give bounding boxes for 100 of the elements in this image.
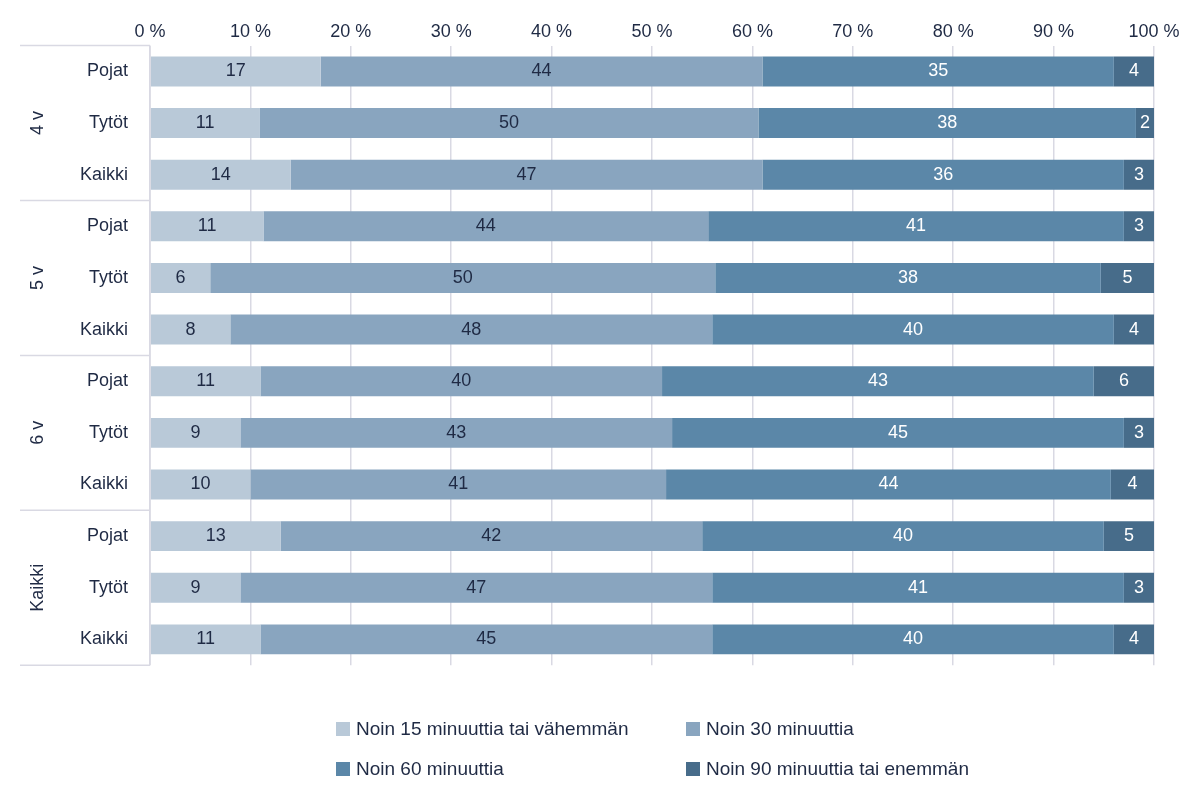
bar (280, 521, 703, 552)
bar (150, 366, 261, 397)
bar (150, 108, 260, 139)
data-label: 6 (1118, 370, 1129, 391)
data-label: 3 (1133, 576, 1144, 597)
data-label: 43 (867, 370, 888, 391)
legend-label: Noin 30 minuuttia (706, 718, 854, 740)
bar (1123, 572, 1154, 603)
data-label: 47 (516, 163, 537, 184)
bar (702, 521, 1104, 552)
bar (758, 108, 1136, 139)
x-tick-label: 60 % (731, 20, 773, 41)
data-label: 42 (481, 525, 502, 546)
data-label: 44 (475, 215, 496, 236)
data-label: 9 (190, 421, 201, 442)
data-label: 38 (898, 266, 919, 287)
y-tick-label: Tytöt (89, 576, 129, 597)
legend-label: Noin 60 minuuttia (356, 758, 504, 780)
data-label: 5 (1122, 266, 1133, 287)
y-tick-label: Kaikki (80, 318, 129, 339)
bar (1113, 56, 1154, 87)
x-tick-label: 70 % (832, 20, 874, 41)
text: 4 v (26, 111, 47, 136)
x-tick-label: 10 % (229, 20, 271, 41)
data-label: 50 (452, 266, 473, 287)
data-label: 48 (461, 318, 482, 339)
bar (1110, 469, 1154, 500)
bar (150, 572, 241, 603)
data-label: 45 (476, 628, 497, 649)
bar (1100, 262, 1154, 293)
bar (712, 572, 1124, 603)
bar (250, 469, 667, 500)
data-label: 44 (531, 60, 552, 81)
bar (666, 469, 1111, 500)
data-label: 4 (1127, 473, 1138, 494)
data-label: 17 (225, 60, 246, 81)
x-tick-label: 30 % (430, 20, 472, 41)
data-label: 8 (185, 318, 196, 339)
data-label: 4 (1128, 318, 1139, 339)
bar (150, 211, 264, 242)
bar (712, 624, 1114, 655)
bar (320, 56, 763, 87)
bar (150, 624, 261, 655)
bar (1113, 314, 1154, 345)
bar (708, 211, 1124, 242)
data-label: 4 (1128, 60, 1139, 81)
data-label: 5 (1123, 525, 1134, 546)
x-tick-label: 100 % (1128, 20, 1180, 41)
data-label: 14 (210, 163, 231, 184)
data-label: 40 (903, 628, 924, 649)
data-label: 10 (190, 473, 211, 494)
bar (1123, 211, 1154, 242)
data-label: 41 (908, 576, 929, 597)
data-label: 41 (906, 215, 927, 236)
bar (1123, 417, 1154, 448)
bar (762, 56, 1114, 87)
bar (1093, 366, 1154, 397)
bar (263, 211, 709, 242)
data-label: 2 (1139, 112, 1150, 133)
x-tick-label: 50 % (631, 20, 673, 41)
data-label: 4 (1128, 628, 1139, 649)
bar (712, 314, 1114, 345)
y-tick-label: Pojat (86, 215, 129, 236)
y-tick-label: Pojat (86, 60, 129, 81)
y-tick-label: Tytöt (89, 112, 129, 133)
data-label: 11 (195, 112, 215, 133)
bar (260, 624, 713, 655)
data-label: 43 (446, 421, 467, 442)
data-label: 3 (1133, 215, 1144, 236)
x-tick-label: 80 % (932, 20, 974, 41)
bar (1123, 159, 1154, 190)
bar (150, 159, 291, 190)
data-label: 40 (903, 318, 924, 339)
y-tick-label: Tytöt (89, 266, 129, 287)
data-label: 41 (448, 473, 469, 494)
data-label: 38 (937, 112, 958, 133)
data-label: 3 (1133, 163, 1144, 184)
bar (150, 417, 241, 448)
data-label: 45 (887, 421, 908, 442)
legend-label: Noin 15 minuuttia tai vähemmän (356, 718, 629, 740)
data-label: 40 (892, 525, 914, 546)
data-label: 13 (205, 525, 226, 546)
y-tick-label: Pojat (86, 370, 129, 391)
y-tick-label: Kaikki (80, 163, 129, 184)
data-label: 36 (933, 163, 954, 184)
text: 6 v (26, 420, 47, 445)
legend-label: Noin 90 minuuttia tai enemmän (706, 758, 969, 780)
data-label: 50 (498, 112, 519, 133)
bar (150, 469, 251, 500)
bar (762, 159, 1124, 190)
bar (259, 108, 759, 139)
data-label: 44 (878, 473, 899, 494)
bar (150, 262, 211, 293)
x-tick-label: 40 % (531, 20, 573, 41)
bar (210, 262, 716, 293)
bar (240, 572, 713, 603)
data-label: 40 (451, 370, 472, 391)
y-tick-label: Kaikki (80, 628, 129, 649)
bar (1103, 521, 1154, 552)
data-label: 47 (466, 576, 487, 597)
